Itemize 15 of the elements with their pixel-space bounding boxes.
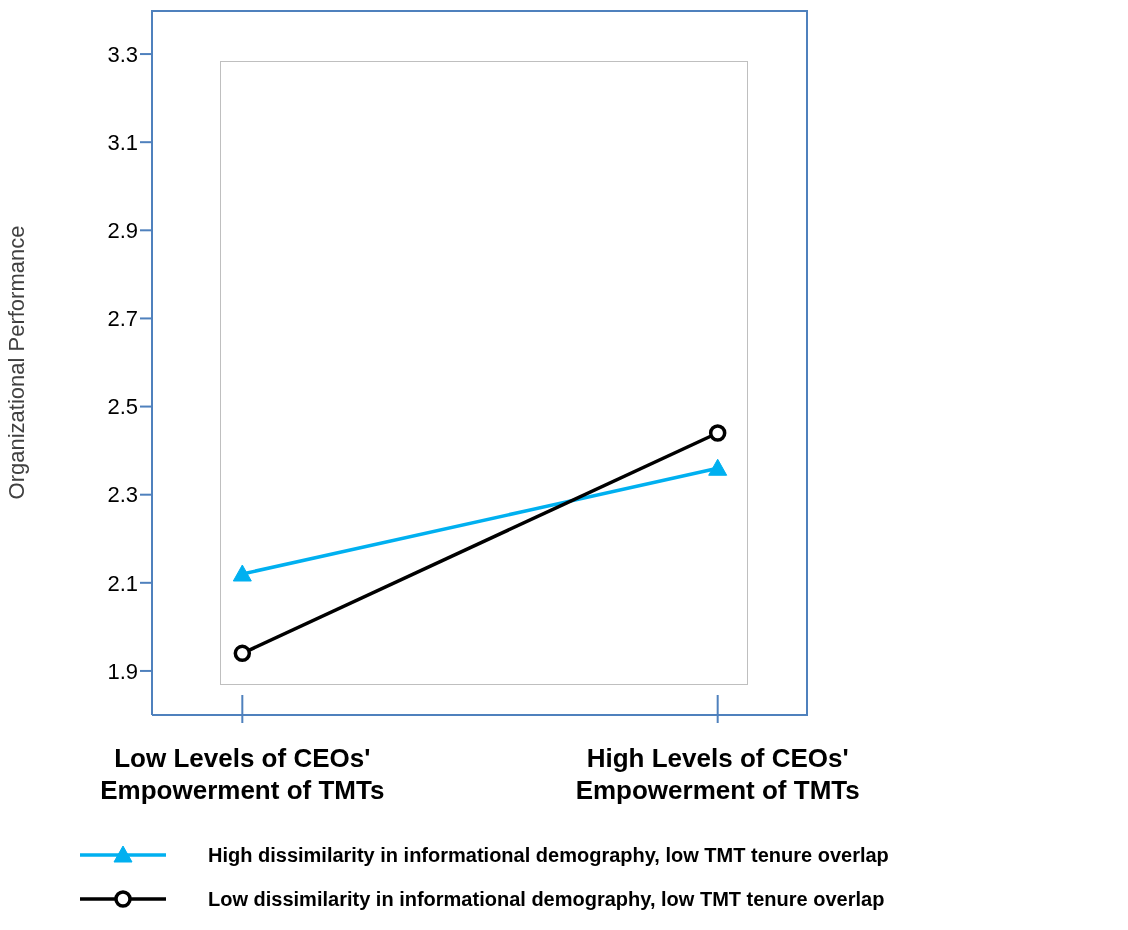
y-tick-label: 2.5 [107,394,138,420]
x-tick-label: Low Levels of CEOs' Empowerment of TMTs [100,743,385,805]
y-axis-title: Organizational Performance [3,225,29,500]
legend-label: Low dissimilarity in informational demography, low TMT tenure overlap [208,887,885,911]
point [708,424,727,442]
y-tick-label: 2.9 [107,218,138,244]
point [233,644,252,663]
y-tick-label: 2.1 [107,570,138,596]
y-tick-label: 2.7 [107,306,138,332]
legend-label: High dissimilarity in informational demography, low TMT tenure overlap [208,843,889,867]
y-tick-label: 2.3 [107,482,138,508]
y-tick-label: 3.3 [107,41,138,67]
y-tick-label: 1.9 [107,658,138,684]
x-tick-label: High Levels of CEOs' Empowerment of TMTs [575,743,860,805]
y-tick-label: 3.1 [107,130,138,155]
